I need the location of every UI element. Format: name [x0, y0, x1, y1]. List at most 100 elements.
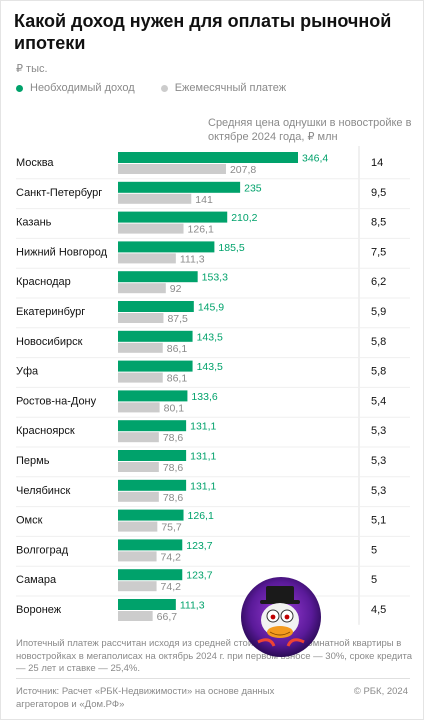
income-bar: [118, 301, 194, 312]
income-bar: [118, 241, 215, 253]
price-value: 5,8: [371, 366, 386, 378]
payment-value-label: 66,7: [157, 611, 178, 623]
income-value-label: 346,4: [302, 153, 328, 165]
payment-value-label: 80,1: [164, 402, 185, 414]
income-value-label: 123,7: [186, 540, 212, 552]
payment-bar: [118, 372, 163, 383]
category-label: Нижний Новгород: [16, 246, 108, 258]
payment-bar: [118, 283, 166, 294]
price-value: 5,3: [371, 455, 386, 467]
payment-bar: [118, 432, 159, 443]
footer-divider: [16, 678, 410, 679]
category-label: Санкт-Петербург: [16, 187, 102, 199]
legend-label-income: Необходимый доход: [30, 82, 135, 94]
category-label: Челябинск: [16, 485, 70, 497]
category-label: Краснодар: [16, 276, 71, 288]
category-label: Воронеж: [16, 604, 62, 616]
payment-bar: [118, 193, 192, 204]
income-bar: [118, 569, 183, 581]
price-value: 5: [371, 574, 377, 586]
payment-bar: [118, 491, 159, 502]
income-value-label: 131,1: [190, 451, 216, 463]
income-bar: [118, 599, 176, 610]
payment-bar: [118, 462, 159, 472]
copyright: © РБК, 2024: [353, 686, 408, 697]
payment-value-label: 92: [170, 283, 182, 295]
category-label: Красноярск: [16, 425, 75, 437]
payment-bar: [118, 521, 158, 532]
category-label: Самара: [16, 574, 57, 586]
payment-value-label: 86,1: [167, 343, 188, 355]
price-value: 9,5: [371, 187, 386, 199]
payment-value-label: 74,2: [161, 551, 182, 563]
income-bar: [118, 330, 193, 342]
income-value-label: 210,2: [231, 212, 257, 224]
category-label: Волгоград: [16, 544, 69, 556]
payment-value-label: 87,5: [167, 313, 188, 325]
payment-bar: [118, 313, 164, 323]
payment-value-label: 78,6: [163, 462, 184, 474]
footnote: Ипотечный платеж рассчитан исходя из сре…: [16, 638, 412, 674]
payment-value-label: 126,1: [188, 224, 214, 236]
payment-bar: [118, 581, 157, 592]
income-bar: [118, 539, 183, 551]
price-value: 5,4: [371, 395, 386, 407]
income-bar: [118, 271, 198, 283]
legend-item-payment: Ежемесячный платеж: [160, 82, 286, 94]
chart-title: Какой доход нужен для оплаты рыночной ип…: [14, 11, 392, 53]
source-note: Источник: Расчет «РБК-Недвижимости» на о…: [16, 686, 275, 710]
price-value: 6,2: [371, 276, 386, 288]
income-value-label: 111,3: [180, 600, 205, 612]
legend-dot-payment: [160, 84, 168, 92]
income-bar: [118, 360, 193, 372]
price-value: 14: [371, 157, 383, 169]
payment-bar: [118, 253, 176, 264]
category-label: Екатеринбург: [16, 306, 85, 318]
price-value: 7,5: [371, 246, 386, 258]
price-value: 5,3: [371, 425, 386, 437]
income-bar: [118, 152, 298, 163]
payment-bar: [118, 611, 153, 621]
income-value-label: 143,5: [197, 361, 223, 373]
income-value-label: 185,5: [218, 242, 244, 254]
income-bar: [118, 479, 187, 491]
income-bar: [118, 450, 187, 461]
income-value-label: 143,5: [197, 331, 223, 343]
payment-value-label: 75,7: [161, 522, 182, 534]
income-bar: [118, 509, 184, 521]
payment-value-label: 141: [195, 194, 213, 206]
category-label: Москва: [16, 157, 54, 169]
payment-bar: [118, 402, 160, 413]
price-value: 5,8: [371, 336, 386, 348]
price-value: 5: [371, 544, 377, 556]
income-bar: [118, 390, 188, 402]
category-label: Казань: [16, 217, 52, 229]
income-value-label: 153,3: [202, 272, 228, 284]
price-value: 8,5: [371, 217, 386, 229]
income-value-label: 123,7: [186, 570, 212, 582]
payment-value-label: 74,2: [161, 581, 182, 593]
income-value-label: 145,9: [198, 302, 224, 314]
category-label: Омск: [16, 515, 43, 527]
income-value-label: 133,6: [191, 391, 217, 403]
price-value: 5,3: [371, 485, 386, 497]
legend-item-income: Необходимый доход: [16, 82, 135, 94]
payment-value-label: 78,6: [163, 432, 184, 444]
category-label: Уфа: [16, 366, 39, 378]
category-label: Новосибирск: [16, 336, 83, 348]
category-label: Пермь: [16, 455, 50, 467]
income-bar: [118, 181, 241, 193]
payment-value-label: 111,3: [180, 253, 205, 265]
payment-bar: [118, 342, 163, 353]
bar-chart: Москва 346,4 207,8 14 Санкт-Петербург 235 141 9…: [16, 146, 410, 625]
legend: Необходимый доход Ежемесячный платеж: [16, 82, 312, 94]
payment-value-label: 86,1: [167, 373, 188, 385]
payment-bar: [118, 551, 157, 562]
income-value-label: 126,1: [188, 510, 214, 522]
price-value: 5,1: [371, 515, 386, 527]
payment-bar: [118, 164, 226, 174]
income-value-label: 131,1: [190, 480, 216, 492]
price-value: 5,9: [371, 306, 386, 318]
income-value-label: 131,1: [190, 421, 216, 433]
category-label: Ростов-на-Дону: [16, 395, 97, 407]
